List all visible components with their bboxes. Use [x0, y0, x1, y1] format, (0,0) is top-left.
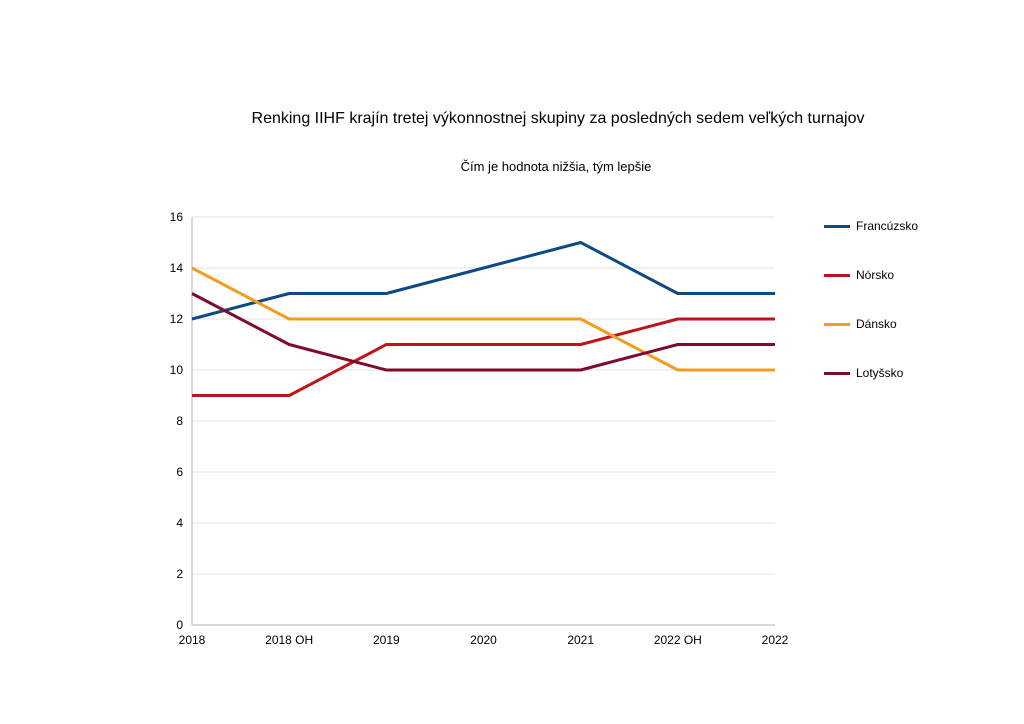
legend-swatch — [824, 273, 850, 277]
series-line-lotyšsko — [191, 292, 775, 372]
y-tick-label: 0 — [176, 618, 183, 632]
legend-label: Lotyšsko — [856, 366, 904, 380]
x-tick-label: 2018 OH — [265, 633, 313, 647]
x-tick-label: 2019 — [373, 633, 400, 647]
legend-swatch — [824, 371, 850, 375]
y-tick-label: 16 — [170, 210, 184, 224]
x-tick-label: 2022 — [762, 633, 789, 647]
x-tick-label: 2022 OH — [654, 633, 702, 647]
x-tick-labels: 2018 2018 OH 2019 2020 2021 2022 OH 2022 — [179, 633, 789, 647]
legend-label: Francúzsko — [856, 219, 919, 233]
y-tick-label: 4 — [176, 516, 183, 530]
legend-swatch — [824, 224, 850, 228]
x-tick-label: 2018 — [179, 633, 206, 647]
y-tick-label: 12 — [170, 312, 184, 326]
y-tick-label: 8 — [176, 414, 183, 428]
y-tick-label: 6 — [176, 465, 183, 479]
x-tick-label: 2020 — [470, 633, 497, 647]
legend-item: Francúzsko — [824, 216, 964, 236]
legend-item: Lotyšsko — [824, 363, 964, 383]
axes — [191, 217, 775, 626]
series-line-francúzsko — [191, 241, 775, 321]
legend-item: Nórsko — [824, 265, 964, 285]
y-tick-label: 14 — [170, 261, 184, 275]
series-line-dánsko — [191, 266, 775, 372]
series-lines — [191, 241, 775, 397]
series-line-nórsko — [192, 317, 775, 397]
legend-label: Nórsko — [856, 268, 895, 282]
x-tick-label: 2021 — [567, 633, 594, 647]
y-tick-label: 2 — [176, 567, 183, 581]
chart-subtitle: Čím je hodnota nižšia, tým lepšie — [460, 159, 652, 174]
y-tick-labels: 0 2 4 6 8 10 12 14 16 — [170, 210, 184, 632]
legend-item: Dánsko — [824, 314, 964, 334]
y-tick-label: 10 — [170, 363, 184, 377]
chart-title: Renking IIHF krajín tretej výkonnostnej … — [251, 110, 865, 127]
legend-swatch — [824, 322, 850, 326]
legend-label: Dánsko — [856, 317, 897, 331]
